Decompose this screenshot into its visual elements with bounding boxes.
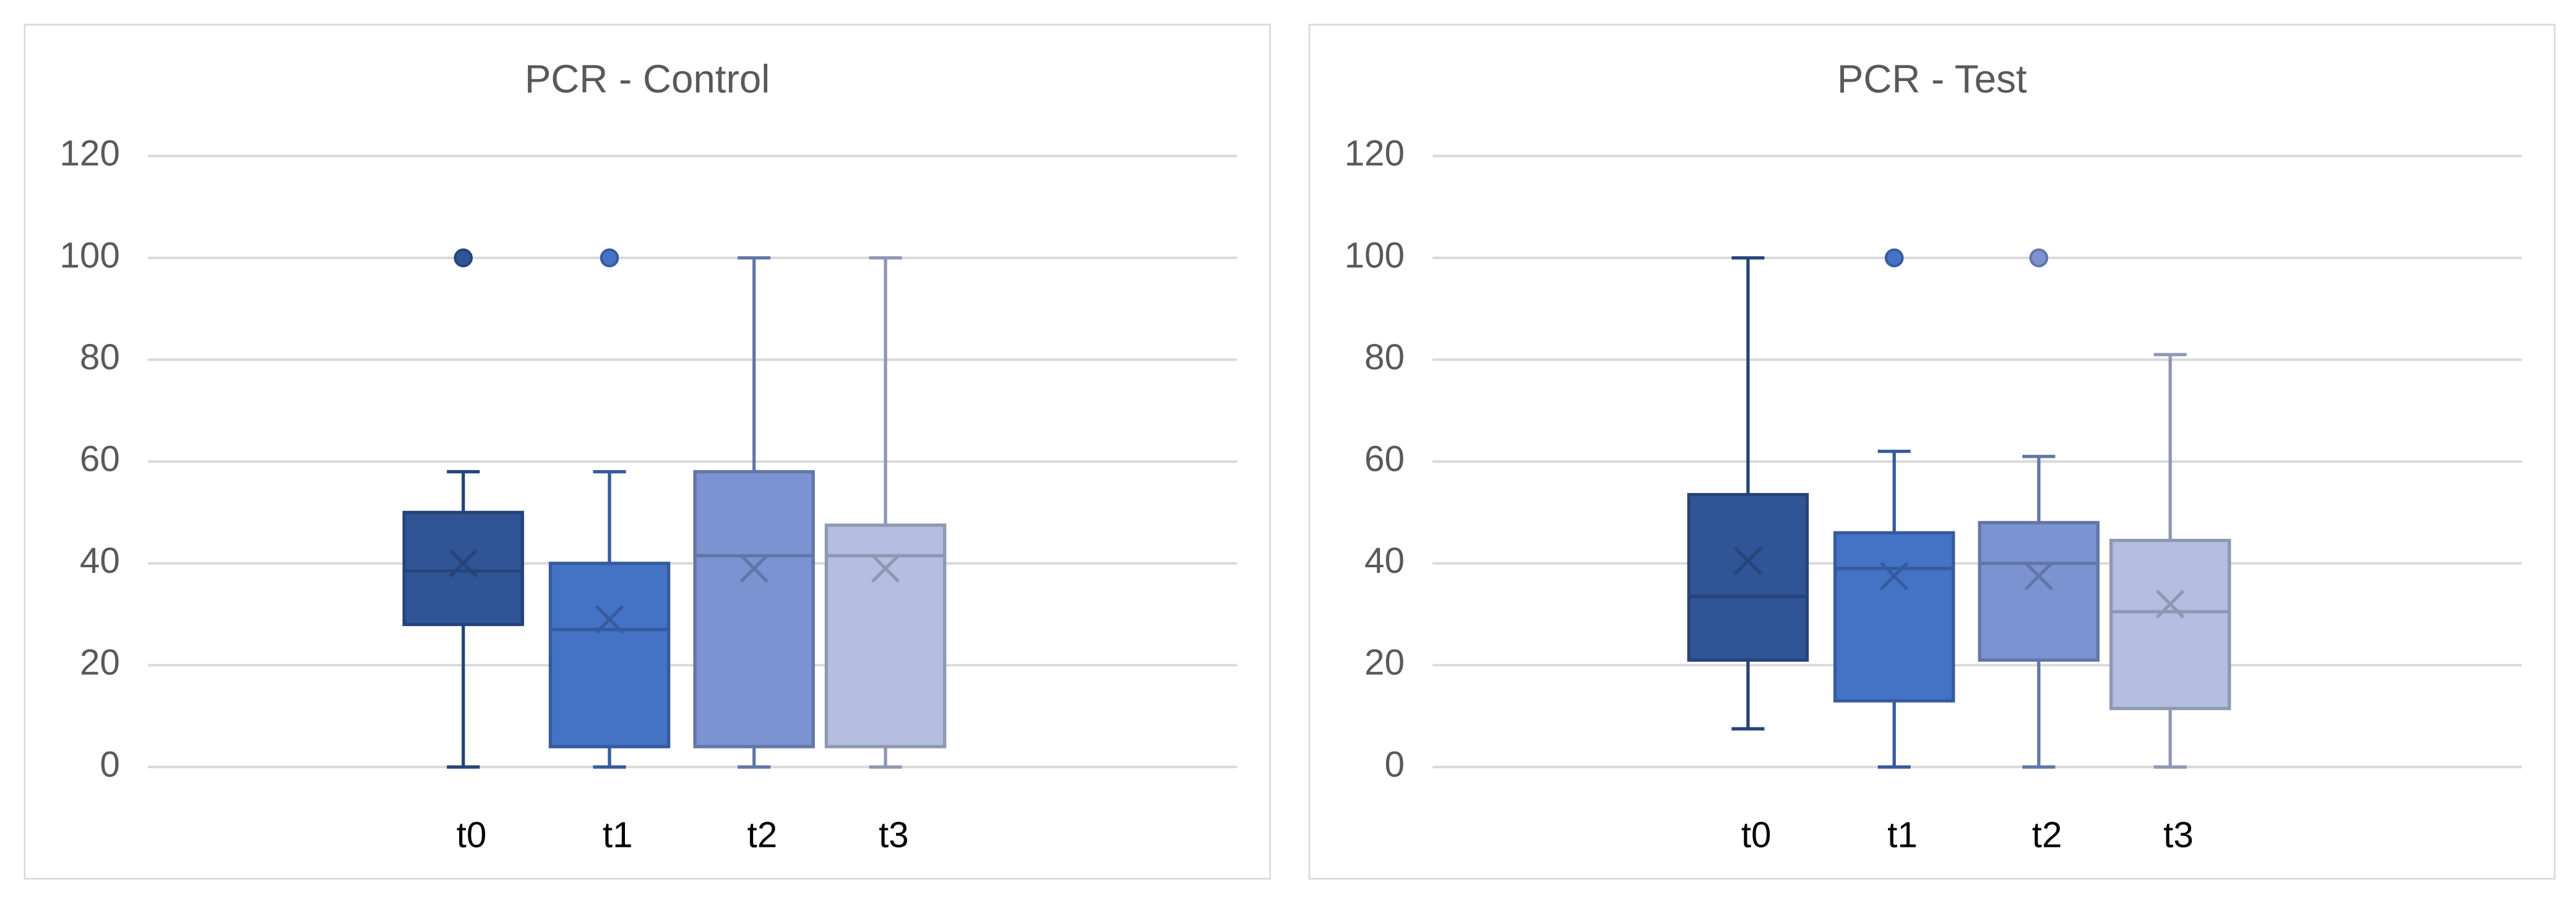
x-tick-label: t0 — [1741, 815, 1772, 856]
box — [2109, 539, 2231, 710]
x-tick-label: t1 — [603, 815, 633, 856]
outlier — [454, 248, 473, 268]
x-tick-label: t2 — [747, 815, 778, 856]
mean-marker — [595, 605, 624, 634]
y-tick-label: 20 — [80, 643, 120, 683]
y-tick-label: 40 — [1364, 541, 1405, 581]
outlier — [600, 248, 619, 268]
y-tick-label: 80 — [80, 337, 120, 377]
y-tick-label: 80 — [1364, 337, 1405, 377]
x-tick-label: t1 — [1887, 815, 1918, 856]
mean-marker — [1880, 562, 1909, 591]
y-tick-label: 100 — [59, 235, 119, 275]
box — [548, 562, 671, 748]
y-tick-label: 120 — [1345, 134, 1405, 174]
y-tick-label: 0 — [1385, 744, 1405, 784]
box — [1687, 492, 1809, 662]
box — [1833, 531, 1955, 703]
x-tick-label: t2 — [2032, 815, 2062, 856]
y-tick-label: 60 — [80, 439, 120, 479]
mean-marker — [739, 554, 769, 583]
panel — [1308, 24, 2556, 880]
box — [693, 470, 815, 748]
chart-title: PCR - Control — [525, 57, 770, 101]
outlier — [2029, 248, 2049, 268]
y-tick-label: 20 — [1364, 643, 1405, 683]
mean-marker — [2024, 562, 2053, 591]
box — [1978, 521, 2100, 662]
y-tick-label: 100 — [1345, 235, 1405, 275]
box — [824, 523, 947, 748]
mean-marker — [2156, 590, 2185, 619]
box — [402, 510, 524, 627]
y-tick-label: 40 — [80, 541, 120, 581]
x-tick-label: t3 — [879, 815, 909, 856]
mean-marker — [871, 554, 900, 583]
y-tick-label: 60 — [1364, 439, 1405, 479]
y-tick-label: 0 — [100, 744, 119, 784]
mean-marker — [449, 549, 478, 578]
mean-marker — [1733, 546, 1763, 575]
outlier — [1884, 248, 1904, 268]
chart-title: PCR - Test — [1837, 57, 2027, 101]
x-tick-label: t0 — [457, 815, 487, 856]
x-tick-label: t3 — [2163, 815, 2194, 856]
panel — [24, 24, 1271, 880]
y-tick-label: 120 — [59, 134, 119, 174]
